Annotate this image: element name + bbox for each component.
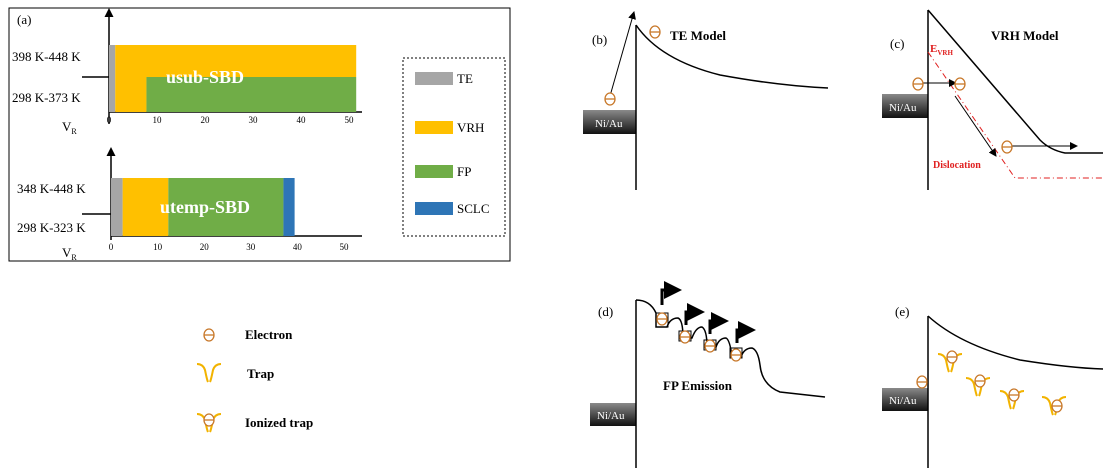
panel-b-metal <box>583 110 636 134</box>
panel-e-electron-icon <box>916 375 928 389</box>
panel-d-electron-icon-3 <box>704 339 716 353</box>
panel-d-emission-arrow-2 <box>684 303 705 325</box>
panel-c-electron-icon-1 <box>912 77 924 91</box>
panel-d-emission-arrow-3 <box>708 312 729 334</box>
symbol-key: Electron Trap Ionized trap <box>196 327 313 433</box>
panel-d-title: FP Emission <box>663 378 733 393</box>
utemp-bar-fp-row1 <box>168 178 284 214</box>
panel-e-ionized-electron-1 <box>946 350 958 364</box>
utemp-x-tick-30: 30 <box>246 242 256 252</box>
panel-c: (c) VRH Model Ni/Au EVRH Dislocation <box>882 9 1103 190</box>
usub-x-tick-50: 50 <box>345 115 355 125</box>
usub-row-lower-label: 298 K-373 K <box>12 90 81 105</box>
utemp-row-lower-label: 298 K-323 K <box>17 220 86 235</box>
panel-d-electron-icon-4 <box>730 348 742 362</box>
usub-x-tick-10: 10 <box>153 115 163 125</box>
panel-d-metal-label: Ni/Au <box>597 410 625 422</box>
chart-usub: 398 K-448 K 298 K-373 K usub-SBD 0 10 20 30… <box>12 8 362 136</box>
utemp-vr-label: VR <box>62 245 77 262</box>
utemp-bar-sclc-row2 <box>283 214 295 236</box>
legend-label-sclc: SCLC <box>457 201 490 216</box>
chart-utemp: 348 K-448 K 298 K-323 K utemp-SBD 0 10 20 3… <box>17 147 362 262</box>
panel-e-label: (e) <box>895 304 909 319</box>
key-trap-label: Trap <box>247 366 274 381</box>
panel-e: (e) Ni/Au <box>882 304 1103 468</box>
utemp-x-tick-40: 40 <box>293 242 303 252</box>
utemp-x-tick-0: 0 <box>109 242 114 252</box>
utemp-bar-sclc-row1 <box>283 178 295 214</box>
legend: TE VRH FP SCLC <box>402 57 506 237</box>
usub-x-tick-20: 20 <box>201 115 211 125</box>
usub-series-name: usub-SBD <box>166 67 244 87</box>
panel-e-metal-label: Ni/Au <box>889 395 917 407</box>
panel-d-label: (d) <box>598 304 613 319</box>
panel-d-emission-arrow-1 <box>660 281 682 305</box>
utemp-bar-vrh-row1 <box>122 178 169 214</box>
utemp-bar-vrh-row2 <box>122 214 169 236</box>
utemp-bar-te-row1 <box>111 178 123 214</box>
usub-bar-te-row2 <box>109 77 116 112</box>
legend-label-fp: FP <box>457 164 471 179</box>
panel-b: (b) TE Model Ni/Au <box>583 11 829 190</box>
panel-d-metal <box>590 403 636 426</box>
usub-bar-vrh-row1 <box>115 45 357 77</box>
panel-d-emission-arrow-4 <box>735 321 756 343</box>
panel-c-title: VRH Model <box>991 28 1059 43</box>
legend-swatch-te <box>415 72 453 85</box>
usub-x-tick-40: 40 <box>297 115 307 125</box>
panel-d-electron-icon-1 <box>656 312 668 326</box>
usub-bar-te-row1 <box>109 45 116 77</box>
usub-bar-vrh-row2 <box>115 77 147 112</box>
key-trap-icon <box>196 363 222 383</box>
panel-b-electron-icon <box>604 92 616 106</box>
panel-b-emission-arrow <box>609 11 636 97</box>
legend-swatch-sclc <box>415 202 453 215</box>
usub-vr-label: VR <box>62 119 77 136</box>
panel-b-electron-icon-2 <box>649 25 661 39</box>
panel-c-dislocation-label: Dislocation <box>933 160 981 171</box>
panel-c-vrh-level <box>927 51 1103 179</box>
panel-e-ionized-electron-2 <box>974 374 986 388</box>
legend-label-te: TE <box>457 71 473 86</box>
legend-label-vrh: VRH <box>457 120 484 135</box>
usub-row-upper-label: 398 K-448 K <box>12 49 81 64</box>
usub-x-tick-30: 30 <box>249 115 259 125</box>
panel-c-metal <box>882 94 928 118</box>
utemp-row-upper-label: 348 K-448 K <box>17 181 86 196</box>
panel-c-electron-icon-2 <box>954 77 966 91</box>
panel-c-electron-icon-3 <box>1001 140 1013 154</box>
panel-c-label: (c) <box>890 36 904 51</box>
panel-a-label: (a) <box>17 12 31 27</box>
panel-b-band-curve <box>635 24 829 89</box>
utemp-bar-fp-row2 <box>168 214 284 236</box>
key-ionized-trap-electron-icon <box>203 413 215 427</box>
legend-swatch-fp <box>415 165 453 178</box>
utemp-x-tick-10: 10 <box>153 242 163 252</box>
usub-bar-fp-row2 <box>146 77 357 112</box>
panel-a: (a) 398 K-448 K 298 K-373 K usub-SBD 0 10… <box>8 7 511 262</box>
key-ionized-trap-label: Ionized trap <box>245 415 313 430</box>
panel-c-band <box>927 9 1103 154</box>
panel-e-metal <box>882 388 928 411</box>
legend-swatch-vrh <box>415 121 453 134</box>
panel-e-ionized-electron-4 <box>1051 399 1063 413</box>
key-electron-icon <box>203 328 215 342</box>
key-electron-label: Electron <box>245 327 293 342</box>
panel-b-label: (b) <box>592 32 607 47</box>
panel-b-metal-label: Ni/Au <box>595 118 623 130</box>
utemp-x-tick-50: 50 <box>340 242 350 252</box>
panel-e-band <box>927 315 1103 370</box>
panel-e-ionized-electron-3 <box>1008 388 1020 402</box>
panel-c-metal-label: Ni/Au <box>889 102 917 114</box>
panel-c-slide-arrow <box>954 95 997 157</box>
panel-d-electron-icon-2 <box>679 330 691 344</box>
utemp-series-name: utemp-SBD <box>160 197 250 217</box>
utemp-bar-te-row2 <box>111 214 123 236</box>
panel-d: (d) Ni/Au FP Emission <box>590 281 826 468</box>
usub-x-tick-0: 0 <box>107 115 112 125</box>
utemp-x-tick-20: 20 <box>200 242 210 252</box>
panel-b-title: TE Model <box>670 28 726 43</box>
panel-c-e-label: EVRH <box>930 43 953 57</box>
